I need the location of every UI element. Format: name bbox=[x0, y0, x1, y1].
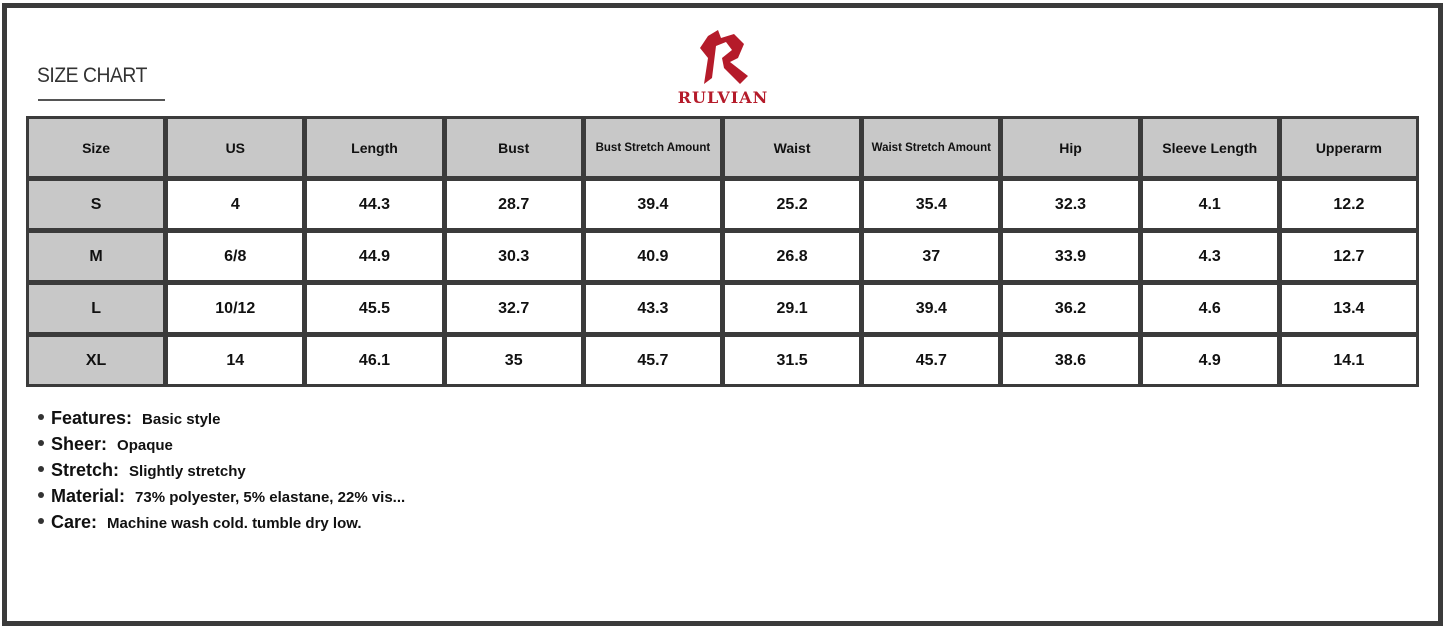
bullet-icon bbox=[38, 440, 44, 446]
table-cell: 6/8 bbox=[168, 233, 303, 280]
feature-value: Basic style bbox=[142, 411, 221, 428]
table-cell: 45.7 bbox=[585, 337, 720, 384]
column-header: Bust Stretch Amount bbox=[585, 119, 720, 176]
table-cell: 33.9 bbox=[1003, 233, 1138, 280]
table-cell: 30.3 bbox=[446, 233, 581, 280]
feature-label: Care: bbox=[51, 512, 98, 532]
brand-name: RULVIAN bbox=[677, 88, 769, 107]
row-size-label: S bbox=[29, 181, 164, 228]
table-cell: 12.2 bbox=[1281, 181, 1416, 228]
column-header: Hip bbox=[1003, 119, 1138, 176]
table-cell: 29.1 bbox=[724, 285, 860, 332]
column-header: Size bbox=[29, 119, 164, 176]
table-cell: 37 bbox=[864, 233, 999, 280]
table-cell: 44.3 bbox=[307, 181, 442, 228]
table-cell: 10/12 bbox=[168, 285, 303, 332]
feature-label: Material: bbox=[51, 486, 126, 506]
column-header: Upperarm bbox=[1281, 119, 1416, 176]
feature-label: Features: bbox=[51, 408, 133, 428]
column-header: Bust bbox=[446, 119, 581, 176]
title-underline bbox=[38, 99, 165, 101]
table-cell: 31.5 bbox=[724, 337, 860, 384]
feature-item: Features: Basic style bbox=[38, 408, 405, 434]
table-cell: 32.3 bbox=[1003, 181, 1138, 228]
table-cell: 13.4 bbox=[1281, 285, 1416, 332]
feature-label: Sheer: bbox=[51, 434, 108, 454]
bullet-icon bbox=[38, 414, 44, 420]
table-cell: 14 bbox=[168, 337, 303, 384]
bullet-icon bbox=[38, 466, 44, 472]
column-header: Waist bbox=[724, 119, 860, 176]
table-cell: 4.1 bbox=[1142, 181, 1277, 228]
bullet-icon bbox=[38, 492, 44, 498]
table-cell: 39.4 bbox=[585, 181, 720, 228]
page-title: SIZE CHART bbox=[37, 64, 147, 87]
table-cell: 43.3 bbox=[585, 285, 720, 332]
column-header: Sleeve Length bbox=[1142, 119, 1277, 176]
feature-label: Stretch: bbox=[51, 460, 120, 480]
table-cell: 4.3 bbox=[1142, 233, 1277, 280]
table-cell: 44.9 bbox=[307, 233, 442, 280]
table-cell: 45.7 bbox=[864, 337, 999, 384]
feature-value: Machine wash cold. tumble dry low. bbox=[107, 515, 362, 532]
feature-item: Material: 73% polyester, 5% elastane, 22%… bbox=[38, 486, 405, 512]
feature-value: Slightly stretchy bbox=[129, 463, 246, 480]
feature-item: Sheer: Opaque bbox=[38, 434, 405, 460]
feature-value: 73% polyester, 5% elastane, 22% vis... bbox=[135, 489, 406, 506]
table-cell: 12.7 bbox=[1281, 233, 1416, 280]
table-cell: 4.9 bbox=[1142, 337, 1277, 384]
size-table: Size US Length Bust Bust Stretch Amount Waist… bbox=[26, 116, 1419, 387]
table-cell: 4 bbox=[168, 181, 303, 228]
feature-list: Features: Basic style Sheer: Opaque Stretch:… bbox=[38, 408, 405, 538]
table-cell: 35 bbox=[446, 337, 581, 384]
brand-r-icon bbox=[700, 30, 748, 84]
table-cell: 28.7 bbox=[446, 181, 581, 228]
feature-item: Stretch: Slightly stretchy bbox=[38, 460, 405, 486]
table-cell: 45.5 bbox=[307, 285, 442, 332]
table-cell: 40.9 bbox=[585, 233, 720, 280]
bullet-icon bbox=[38, 518, 44, 524]
brand-logo: RULVIAN bbox=[668, 28, 778, 110]
table-cell: 32.7 bbox=[446, 285, 581, 332]
row-size-label: XL bbox=[29, 337, 164, 384]
table-cell: 38.6 bbox=[1003, 337, 1138, 384]
column-header: Waist Stretch Amount bbox=[864, 119, 999, 176]
table-cell: 46.1 bbox=[307, 337, 442, 384]
row-size-label: L bbox=[29, 285, 164, 332]
row-size-label: M bbox=[29, 233, 164, 280]
column-header: Length bbox=[307, 119, 442, 176]
feature-item: Care: Machine wash cold. tumble dry low. bbox=[38, 512, 405, 538]
table-cell: 25.2 bbox=[724, 181, 860, 228]
feature-value: Opaque bbox=[117, 437, 173, 454]
table-cell: 26.8 bbox=[724, 233, 860, 280]
table-cell: 4.6 bbox=[1142, 285, 1277, 332]
table-cell: 14.1 bbox=[1281, 337, 1416, 384]
table-cell: 39.4 bbox=[864, 285, 999, 332]
column-header: US bbox=[168, 119, 303, 176]
table-cell: 36.2 bbox=[1003, 285, 1138, 332]
table-cell: 35.4 bbox=[864, 181, 999, 228]
